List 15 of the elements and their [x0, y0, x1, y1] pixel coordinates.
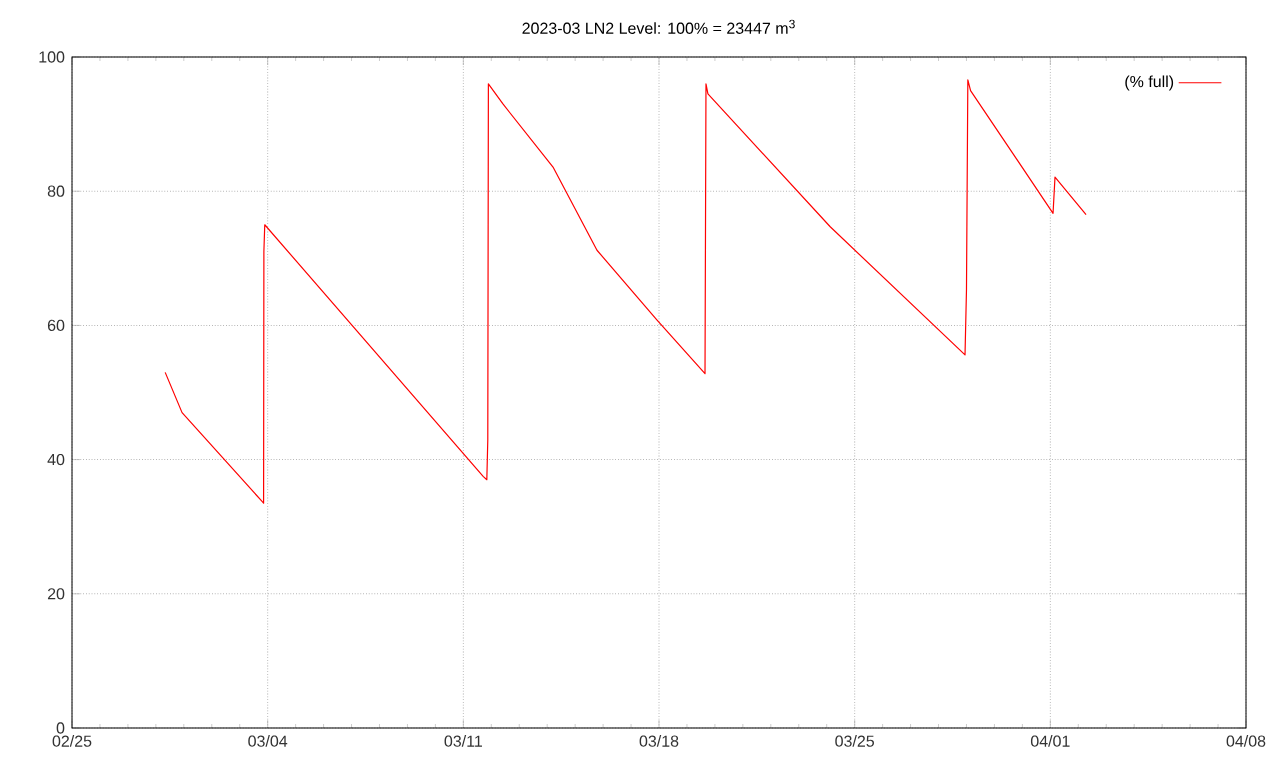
legend-label: (% full): [1125, 75, 1174, 91]
x-tick-label: 04/01: [1030, 735, 1070, 747]
y-tick-label: 0: [56, 722, 65, 734]
y-tick-label: 20: [47, 588, 65, 600]
x-tick-label: 03/25: [835, 735, 874, 747]
y-tick-label: 100: [39, 51, 65, 63]
x-tick-label: 03/04: [248, 735, 288, 747]
x-tick-label: 04/08: [1226, 735, 1266, 747]
x-tick-label: 03/11: [444, 735, 482, 747]
y-tick-label: 60: [47, 319, 65, 332]
y-tick-label: 80: [47, 185, 65, 197]
x-tick-label: 02/25: [52, 735, 92, 747]
y-tick-label: 40: [47, 453, 65, 466]
chart-title: 2023-03 LN2 Level: 100% = 23447 m$^{3}$: [522, 19, 795, 34]
x-tick-label: 03/18: [639, 735, 679, 747]
